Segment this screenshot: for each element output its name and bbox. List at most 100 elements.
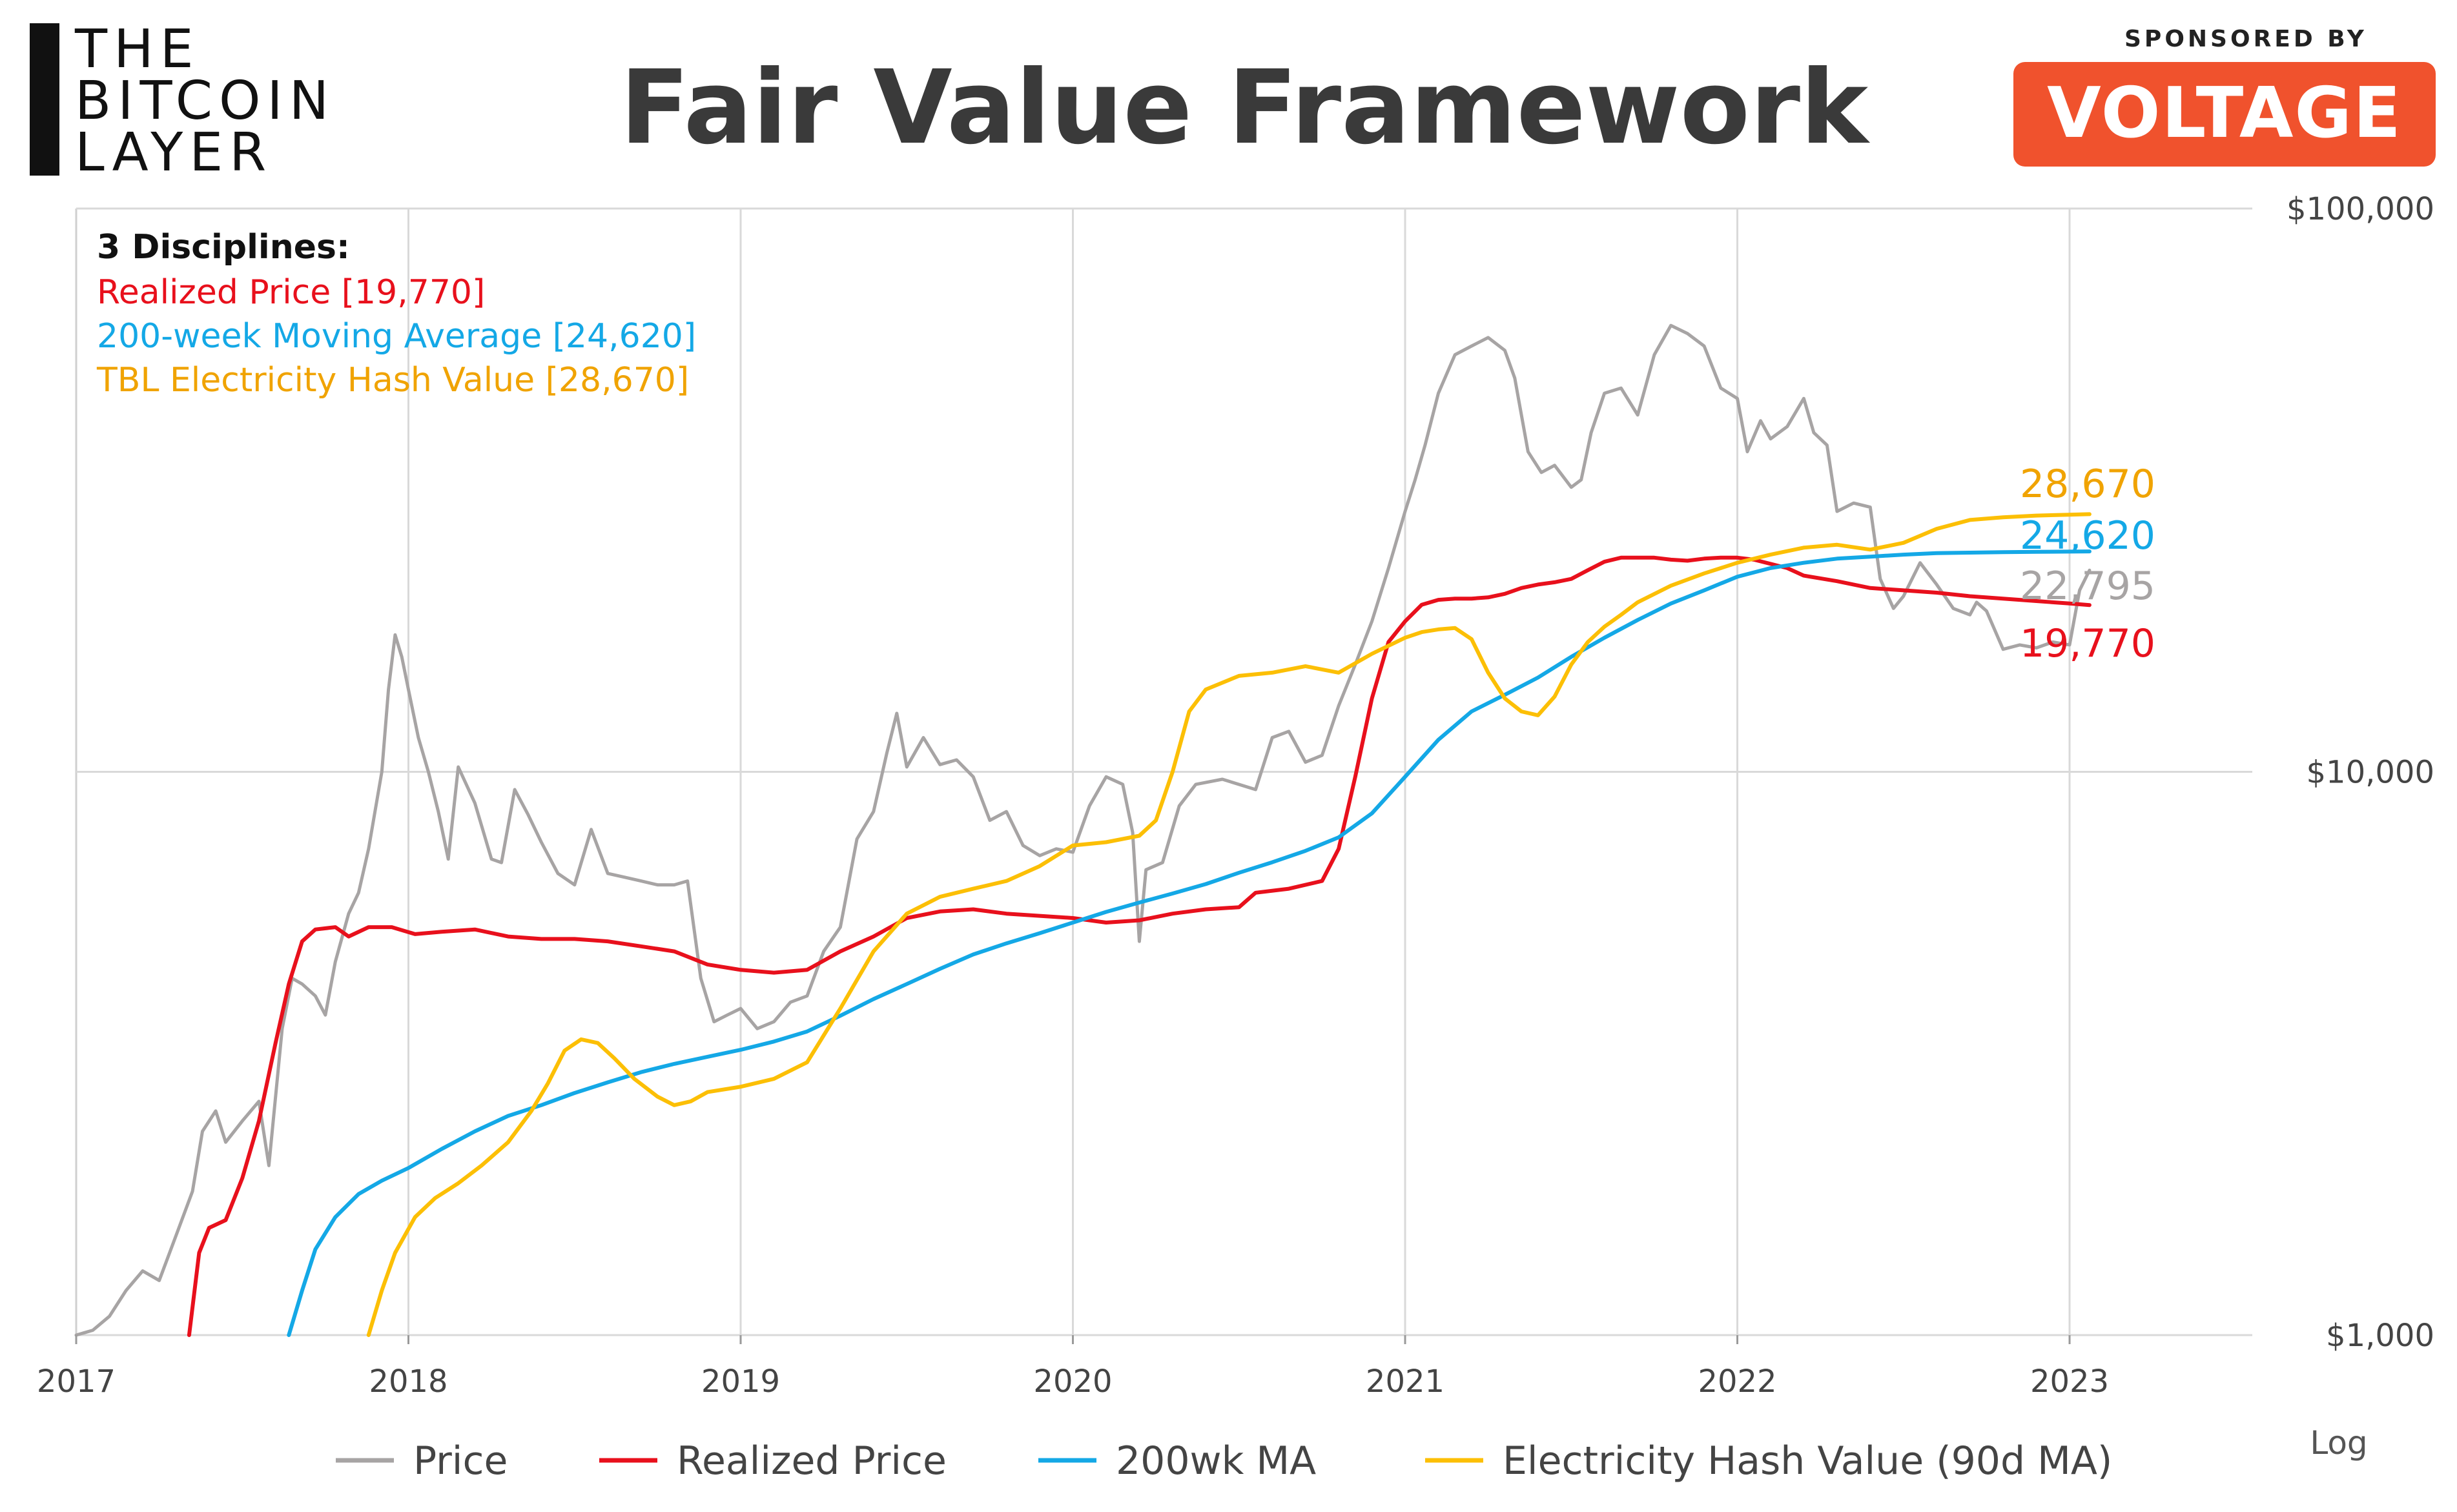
point-hash [1736, 561, 1739, 564]
point-price [257, 1099, 260, 1103]
point-hash [1902, 541, 1905, 544]
point-hash [1769, 553, 1772, 557]
point-realized [1503, 592, 1506, 595]
point-price [1088, 804, 1091, 808]
point-price [357, 891, 360, 894]
point-price [2078, 589, 2081, 592]
point-realized [224, 1218, 227, 1221]
point-ma200 [1570, 655, 1573, 659]
point-price [91, 1329, 94, 1332]
point-ma200 [1935, 551, 1938, 555]
point-price [1902, 595, 1905, 598]
voltage-logo-text: VOLTAGE [2047, 73, 2402, 154]
point-price [490, 857, 493, 861]
point-price [1703, 344, 1706, 347]
point-ma200 [2068, 550, 2071, 553]
point-realized [1470, 597, 1473, 600]
end-label-realized: 19,770 [2020, 621, 2155, 666]
point-realized [1802, 574, 1805, 577]
point-price [2002, 648, 2005, 651]
point-hash [872, 950, 875, 953]
point-price [1005, 810, 1008, 813]
y-tick-label: $100,000 [2287, 191, 2434, 227]
point-ma200 [805, 1030, 808, 1033]
point-ma200 [639, 1070, 643, 1074]
point-realized [2068, 602, 2071, 605]
point-price [1570, 485, 1573, 489]
point-ma200 [972, 953, 975, 956]
point-hash [1603, 625, 1606, 628]
point-hash [563, 1049, 566, 1052]
point-ma200 [1337, 836, 1341, 839]
point-hash [905, 912, 909, 915]
point-ma200 [473, 1130, 477, 1133]
point-ma200 [334, 1216, 337, 1219]
point-price [885, 751, 889, 755]
point-price [905, 765, 909, 768]
point-price [622, 875, 626, 879]
series-line-hash [366, 512, 2092, 1337]
point-price [573, 883, 576, 886]
point-realized [639, 945, 643, 948]
point-hash [529, 1109, 533, 1112]
point-realized [1902, 589, 1905, 592]
point-realized [241, 1176, 244, 1180]
point-price [300, 983, 303, 986]
point-hash [1237, 674, 1240, 677]
point-ma200 [287, 1334, 291, 1336]
point-realized [1619, 556, 1623, 559]
point-price [540, 841, 543, 844]
point-price [224, 1141, 227, 1144]
point-ma200 [506, 1114, 509, 1118]
series-line-realized [187, 555, 2092, 1337]
legend-layer: Price Realized Price 200wk MA Electricity H… [336, 1438, 2112, 1484]
point-realized [1404, 620, 1407, 623]
point-realized [1420, 603, 1423, 606]
point-realized [2002, 597, 2005, 600]
point-realized [413, 932, 416, 935]
point-price [839, 926, 842, 929]
x-tick-label: 2020 [1033, 1364, 1112, 1400]
point-price [1579, 478, 1583, 482]
point-price [1985, 609, 1988, 613]
point-hash [1420, 631, 1423, 634]
point-price [1736, 397, 1739, 400]
point-price [1785, 425, 1789, 428]
point-ma200 [380, 1179, 384, 1182]
x-tick-label: 2023 [2030, 1364, 2109, 1400]
point-price [739, 1007, 743, 1010]
point-realized [506, 935, 509, 938]
x-tick-label: 2019 [701, 1364, 780, 1400]
point-realized [1968, 595, 1971, 598]
point-price [822, 950, 825, 953]
point-realized [839, 950, 842, 953]
point-hash [772, 1078, 776, 1081]
point-hash [1636, 600, 1640, 604]
point-price [1470, 344, 1473, 347]
point-price [938, 763, 941, 766]
point-realized [1437, 598, 1440, 602]
point-price [1370, 620, 1373, 623]
point-realized [1254, 891, 1257, 894]
point-hash [1835, 543, 1838, 546]
point-price [1404, 510, 1407, 513]
point-ma200 [1237, 871, 1240, 874]
point-hash [580, 1037, 583, 1041]
point-hash [393, 1251, 396, 1254]
point-realized [1387, 640, 1390, 644]
point-price [473, 801, 477, 804]
point-ma200 [1271, 861, 1274, 864]
point-price [1553, 464, 1556, 467]
point-price [108, 1314, 111, 1318]
point-ma200 [1138, 901, 1141, 904]
point-price [1619, 387, 1623, 390]
y-tick-label: $10,000 [2307, 755, 2435, 791]
point-hash [1586, 640, 1589, 644]
point-price [1935, 583, 1938, 586]
point-price [393, 633, 396, 637]
annotation-line-ma200: 200-week Moving Average [24,620] [97, 317, 696, 356]
point-price [1745, 450, 1749, 453]
point-hash [457, 1181, 460, 1185]
chart-title: Fair Value Framework [620, 48, 1869, 167]
point-hash [367, 1334, 370, 1336]
